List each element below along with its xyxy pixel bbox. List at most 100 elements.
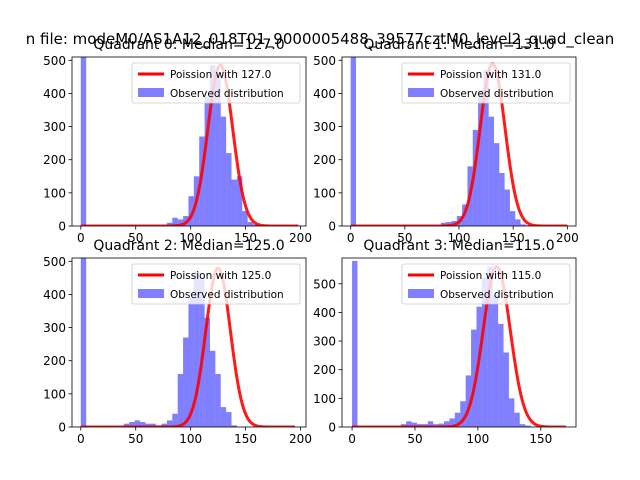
hist-bar	[161, 423, 167, 427]
y-tick-label: 0	[328, 220, 336, 234]
legend: Poission with 131.0 Observed distribution	[401, 62, 571, 104]
hist-bar	[80, 57, 87, 226]
hist-bar	[204, 317, 210, 427]
hist-bar	[519, 424, 526, 427]
hist-bar	[514, 412, 520, 427]
hist-bar	[478, 90, 484, 226]
x-tick-label: 50	[407, 432, 422, 446]
hist-bar	[123, 423, 130, 427]
x-tick-label: 200	[289, 432, 312, 446]
axes-frame	[341, 257, 577, 428]
hist-bar	[503, 352, 509, 427]
legend-box	[131, 263, 301, 305]
plot-area-1	[349, 57, 569, 226]
legend-hist-swatch	[408, 289, 434, 298]
y-tick-label: 300	[43, 321, 66, 335]
hist-bar	[493, 143, 500, 226]
x-tick-label: 150	[234, 432, 257, 446]
subplot-title: Quadrant 0: Median=127.0	[93, 37, 284, 53]
x-tick-label: 200	[556, 231, 579, 245]
y-tick-label: 100	[43, 186, 66, 200]
figure-suptitle: n file: modeM0/AS1A12_018T01_9000005488_…	[26, 30, 615, 49]
hist-bar	[177, 373, 184, 427]
hist-bar	[440, 222, 447, 226]
hist-bar	[220, 407, 227, 427]
legend: Poission with 127.0 Observed distribution	[131, 62, 301, 104]
hist-bar	[504, 189, 510, 226]
subplot-2: 0 50 100 150 200 0 100 200 300 400 500 Quadrant 2: …	[43, 238, 312, 446]
y-tick-label: 0	[328, 421, 336, 435]
x-tick-label: 50	[128, 432, 143, 446]
hist-bar	[166, 420, 173, 427]
hist-bar	[172, 413, 178, 427]
y-tick-label: 300	[313, 120, 336, 134]
y-tick-label: 500	[313, 277, 336, 291]
x-tick-label: 100	[466, 432, 489, 446]
x-tick-label: 200	[289, 231, 312, 245]
y-tick-label: 200	[43, 153, 66, 167]
hist-bar	[406, 421, 412, 427]
hist-bar	[231, 425, 237, 427]
hist-bar	[188, 297, 194, 427]
x-tick-label: 50	[397, 231, 412, 245]
y-tick-label: 0	[58, 421, 66, 435]
x-tick-label: 100	[448, 231, 471, 245]
hist-bar	[247, 222, 254, 226]
subplot-title: Quadrant 3: Median=115.0	[363, 238, 554, 254]
hist-bar	[204, 96, 210, 226]
y-tick-label: 300	[313, 335, 336, 349]
legend-hist-swatch	[138, 289, 164, 298]
legend-fit-label: Poission with 115.0	[440, 270, 541, 282]
subplot-title: Quadrant 1: Median=131.0	[363, 37, 554, 53]
y-tick-label: 100	[313, 392, 336, 406]
y-tick-label: 400	[43, 87, 66, 101]
hist-bar	[172, 217, 178, 226]
x-tick-label: 150	[234, 231, 257, 245]
poisson-fit-line	[351, 265, 567, 427]
axes-frame	[71, 56, 307, 227]
legend-hist-swatch	[138, 88, 164, 97]
x-tick-label: 150	[529, 432, 552, 446]
y-tick-label: 500	[43, 54, 66, 68]
y-tick-label: 500	[313, 54, 336, 68]
hist-bar	[220, 116, 227, 226]
hist-bar	[499, 172, 505, 226]
hist-bar	[134, 420, 141, 427]
y-tick-label: 100	[43, 387, 66, 401]
hist-bar	[498, 323, 504, 427]
x-tick-label: 150	[502, 231, 525, 245]
subplot-title: Quadrant 2: Median=125.0	[93, 238, 284, 254]
hist-bar	[471, 329, 477, 427]
x-tick-label: 100	[179, 231, 202, 245]
y-tick-label: 0	[58, 220, 66, 234]
hist-bar	[129, 422, 135, 427]
hist-bar	[226, 412, 232, 427]
hist-bar	[150, 423, 157, 427]
hist-bar	[140, 422, 146, 427]
hist-bar	[438, 423, 445, 427]
poisson-fit-line	[79, 266, 296, 427]
y-tick-label: 500	[43, 255, 66, 269]
y-tick-label: 200	[43, 354, 66, 368]
hist-bar	[465, 375, 472, 427]
hist-bar	[508, 398, 515, 427]
hist-bar	[183, 337, 189, 427]
plot-area-2	[79, 258, 296, 427]
subplot-0: 0 50 100 150 200 0 100 200 300 400 500 Quadrant 0: …	[43, 37, 312, 245]
hist-bar	[472, 129, 479, 226]
hist-bar	[515, 219, 521, 226]
y-tick-label: 200	[313, 363, 336, 377]
legend-fit-label: Poission with 127.0	[170, 69, 271, 81]
legend: Poission with 125.0 Observed distribution	[131, 263, 301, 305]
hist-bar	[483, 70, 489, 226]
axes-frame	[71, 257, 307, 428]
hist-bar	[231, 179, 237, 226]
y-tick-label: 200	[313, 153, 336, 167]
legend-box	[401, 263, 571, 305]
hist-bar	[242, 211, 248, 226]
hist-bar	[460, 401, 466, 427]
legend-fit-label: Poission with 131.0	[440, 69, 541, 81]
y-tick-label: 400	[313, 87, 336, 101]
y-tick-label: 300	[43, 120, 66, 134]
x-tick-label: 0	[348, 432, 356, 446]
